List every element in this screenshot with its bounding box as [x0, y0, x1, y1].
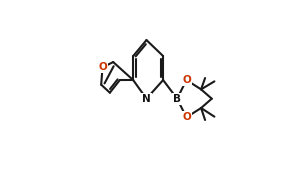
Text: B: B	[173, 94, 181, 104]
Text: N: N	[142, 94, 151, 104]
Text: O: O	[98, 62, 107, 72]
Text: O: O	[182, 75, 191, 85]
Text: O: O	[182, 112, 191, 122]
